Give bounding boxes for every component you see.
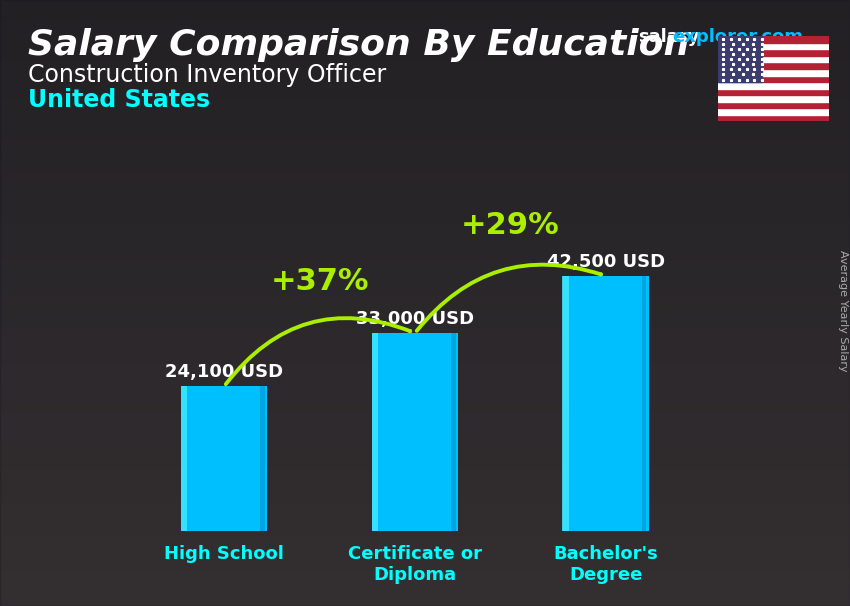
Text: 24,100 USD: 24,100 USD bbox=[165, 363, 283, 381]
Text: Average Yearly Salary: Average Yearly Salary bbox=[838, 250, 848, 372]
FancyArrowPatch shape bbox=[416, 265, 601, 331]
Text: +29%: +29% bbox=[461, 210, 560, 239]
Text: Salary Comparison By Education: Salary Comparison By Education bbox=[28, 28, 689, 62]
Bar bbox=[718, 69, 829, 76]
Bar bbox=[181, 387, 187, 531]
Bar bbox=[718, 62, 829, 69]
Bar bbox=[718, 36, 762, 82]
Bar bbox=[718, 56, 829, 62]
Bar bbox=[718, 82, 829, 88]
Bar bbox=[718, 95, 829, 102]
Text: 42,500 USD: 42,500 USD bbox=[547, 253, 665, 271]
Bar bbox=[718, 102, 829, 108]
Text: salary: salary bbox=[638, 28, 700, 46]
Bar bbox=[718, 76, 829, 82]
Text: 33,000 USD: 33,000 USD bbox=[356, 310, 474, 328]
Bar bbox=[718, 43, 829, 50]
Bar bbox=[181, 387, 267, 531]
Bar bbox=[718, 50, 829, 56]
FancyArrowPatch shape bbox=[226, 318, 411, 384]
Bar bbox=[718, 88, 829, 95]
Bar bbox=[372, 333, 458, 531]
Text: United States: United States bbox=[28, 88, 210, 112]
Bar bbox=[450, 333, 456, 531]
Bar bbox=[563, 276, 649, 531]
Bar bbox=[642, 276, 647, 531]
Bar bbox=[371, 333, 378, 531]
Text: Construction Inventory Officer: Construction Inventory Officer bbox=[28, 63, 386, 87]
Bar bbox=[563, 276, 570, 531]
Bar bbox=[718, 115, 829, 121]
Bar bbox=[718, 108, 829, 115]
Text: +37%: +37% bbox=[270, 267, 369, 296]
Bar bbox=[260, 387, 264, 531]
Text: explorer.com: explorer.com bbox=[672, 28, 803, 46]
Bar bbox=[718, 36, 829, 43]
